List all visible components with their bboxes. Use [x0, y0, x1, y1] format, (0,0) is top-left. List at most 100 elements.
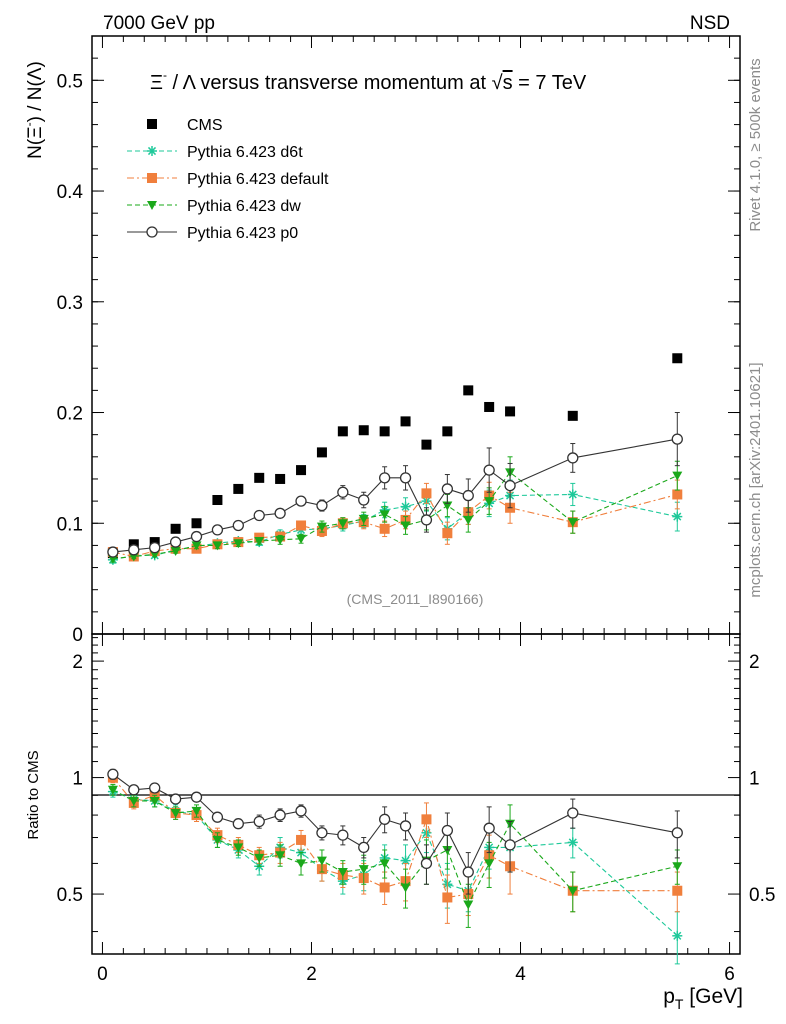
y-tick-label: 0.1	[57, 514, 83, 535]
data-point-shape	[253, 509, 265, 522]
data-point	[233, 539, 244, 549]
ratio-series-layer	[107, 768, 683, 965]
x-tick-label: 4	[515, 964, 526, 985]
ratio-tick-label-right: 1	[749, 769, 760, 790]
data-point	[567, 410, 578, 421]
y-axis-label-b: ) / N(Λ)	[25, 61, 46, 122]
data-point	[379, 523, 390, 534]
data-point	[672, 353, 683, 364]
data-point-shape	[484, 497, 495, 507]
data-point-shape	[233, 539, 244, 549]
legend-marker-shape	[147, 119, 157, 129]
ratio-tick-label-left: 0.5	[57, 885, 83, 906]
ratio-point-shape	[253, 815, 265, 828]
x-tick-label: 0	[97, 964, 108, 985]
data-point	[378, 472, 391, 484]
ratio-tick-label-left: 2	[72, 652, 83, 673]
data-point-shape	[170, 523, 181, 534]
main-series-layer	[107, 353, 683, 565]
title-sup: -	[163, 68, 167, 82]
data-point	[296, 465, 307, 476]
ratio-point	[296, 834, 307, 845]
data-point-shape	[232, 519, 244, 532]
data-point	[232, 519, 244, 532]
ratio-line-pythia-6-423-p0	[112, 773, 678, 874]
ratio-point	[420, 857, 433, 870]
data-point-shape	[191, 518, 202, 529]
data-point-shape	[567, 452, 579, 464]
data-point-shape	[358, 514, 369, 524]
data-point-shape	[672, 353, 683, 364]
data-point-shape	[275, 473, 286, 484]
ratio-point-shape	[316, 856, 327, 866]
title-suffix: = 7 TeV	[513, 72, 587, 94]
data-point-shape	[128, 544, 140, 556]
legend-label: Pythia 6.423 dw	[187, 198, 301, 215]
ratio-point-shape	[190, 791, 203, 803]
x-axis-label-unit: [GeV]	[683, 985, 743, 1008]
ratio-series-pythia-6-423-p0	[107, 768, 683, 895]
data-point	[420, 514, 433, 526]
data-point	[442, 528, 453, 539]
energy-label: 7000 GeV pp	[103, 13, 215, 34]
data-point-shape	[463, 385, 474, 396]
data-point-shape	[254, 472, 265, 483]
legend-entry-pythia-6-423-d6t: Pythia 6.423 d6t	[127, 144, 303, 161]
y-tick-label: 0.5	[57, 71, 83, 92]
data-point-shape	[296, 520, 307, 531]
ratio-point	[672, 930, 683, 941]
ratio-point-shape	[442, 892, 453, 903]
data-point-shape	[671, 433, 683, 445]
title-middle: / Λ versus transverse momentum at	[167, 72, 492, 94]
data-point	[463, 385, 474, 396]
ratio-point-shape	[671, 827, 683, 839]
data-point	[170, 523, 181, 534]
data-point	[316, 447, 327, 458]
ratio-point-shape	[358, 865, 369, 875]
ratio-point-stroke-3	[673, 931, 682, 940]
legend-entry-pythia-6-423-dw: Pythia 6.423 dw	[127, 198, 301, 215]
legend-label: Pythia 6.423 p0	[187, 225, 298, 242]
data-point	[337, 486, 349, 498]
data-point	[254, 472, 265, 483]
ratio-point	[567, 807, 579, 819]
data-point	[484, 401, 495, 412]
ratio-point	[484, 859, 495, 869]
x-tick-label: 2	[306, 964, 317, 985]
data-point-stroke-3	[568, 490, 577, 499]
data-point-shape	[191, 541, 202, 551]
ratio-point-shape	[378, 813, 391, 825]
data-point	[337, 426, 348, 437]
data-point	[442, 426, 453, 437]
ratio-point-shape	[296, 834, 307, 845]
data-point	[421, 439, 432, 450]
legend-label: Pythia 6.423 default	[187, 171, 329, 188]
ratio-point-shape	[211, 811, 224, 823]
ratio-point-shape	[567, 886, 578, 896]
data-point-shape	[212, 541, 223, 551]
ratio-point	[275, 851, 286, 861]
data-point-shape	[358, 494, 370, 506]
data-point	[253, 509, 265, 522]
ratio-point-shape	[169, 793, 182, 805]
data-point	[191, 541, 202, 551]
data-point-shape	[420, 514, 433, 526]
data-point-shape	[505, 406, 516, 417]
ratio-point	[462, 866, 474, 878]
ratio-point	[107, 785, 118, 795]
data-point-shape	[379, 510, 390, 520]
data-point	[400, 416, 411, 427]
data-point	[567, 452, 579, 464]
ratio-point	[442, 892, 453, 903]
data-point	[421, 488, 432, 499]
ratio-point	[337, 868, 348, 878]
ratio-point	[441, 824, 454, 837]
data-point	[211, 524, 224, 536]
ratio-point-shape	[484, 859, 495, 869]
analysis-label: (CMS_2011_I890166)	[347, 591, 484, 607]
ratio-point-shape	[170, 808, 181, 818]
ratio-point	[212, 835, 223, 845]
ratio-point	[254, 853, 265, 863]
ratio-point-shape	[149, 796, 160, 806]
data-point	[254, 536, 265, 546]
